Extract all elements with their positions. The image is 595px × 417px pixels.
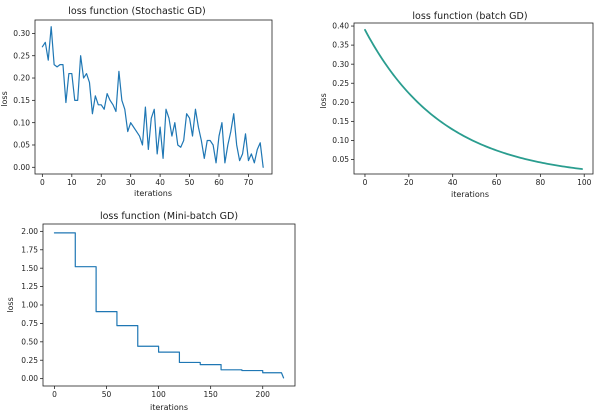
sgd-x-tick-label: 30 bbox=[126, 178, 136, 187]
sgd-x-tick-label: 60 bbox=[214, 178, 224, 187]
batch-x-tick-label: 100 bbox=[577, 178, 592, 187]
sgd-x-tick-label: 0 bbox=[40, 178, 45, 187]
batch-y-tick-label: 0.20 bbox=[332, 98, 349, 107]
batch-y-tick-label: 0.35 bbox=[332, 41, 349, 50]
sgd-x-tick-label: 20 bbox=[96, 178, 106, 187]
minibatch-title: loss function (Mini-batch GD) bbox=[100, 211, 238, 222]
minibatch-y-ticks: 0.00 0.25 0.50 0.75 1.00 1.25 1.50 1.75 2.00 bbox=[21, 227, 43, 383]
batch-x-label: iterations bbox=[451, 190, 489, 199]
minibatch-plot-frame bbox=[42, 223, 296, 387]
batch-chart: loss function (batch GD) 0 20 40 60 80 100 0.… bbox=[319, 11, 594, 199]
minibatch-y-tick-label: 1.75 bbox=[21, 245, 38, 254]
batch-y-label: loss bbox=[319, 93, 328, 108]
sgd-y-tick-label: 0.05 bbox=[13, 141, 30, 150]
batch-plot-frame bbox=[353, 22, 594, 175]
sgd-x-tick-label: 40 bbox=[155, 178, 165, 187]
sgd-x-ticks: 0 10 20 30 40 50 60 70 bbox=[40, 174, 253, 187]
sgd-y-tick-label: 0.00 bbox=[13, 163, 30, 172]
minibatch-x-tick-label: 200 bbox=[256, 390, 271, 399]
sgd-y-tick-label: 0.30 bbox=[13, 29, 30, 38]
sgd-x-tick-label: 70 bbox=[244, 178, 254, 187]
sgd-plot-frame bbox=[34, 19, 273, 175]
batch-y-ticks: 0.05 0.10 0.15 0.20 0.25 0.30 0.35 0.40 bbox=[332, 22, 354, 164]
batch-x-tick-label: 80 bbox=[536, 178, 546, 187]
batch-y-tick-label: 0.05 bbox=[332, 155, 349, 164]
sgd-x-label: iterations bbox=[134, 189, 172, 198]
batch-x-tick-label: 0 bbox=[363, 178, 368, 187]
sgd-x-tick-label: 10 bbox=[67, 178, 77, 187]
minibatch-x-tick-label: 50 bbox=[102, 390, 112, 399]
batch-y-tick-label: 0.10 bbox=[332, 136, 349, 145]
sgd-y-tick-label: 0.10 bbox=[13, 118, 30, 127]
sgd-loss-line bbox=[41, 26, 264, 168]
batch-title: loss function (batch GD) bbox=[412, 11, 527, 22]
sgd-chart: loss function (Stochastic GD) 0 10 20 30 40 5… bbox=[0, 6, 273, 198]
sgd-y-label: loss bbox=[0, 91, 9, 106]
batch-loss-curve bbox=[364, 28, 583, 170]
batch-x-tick-label: 40 bbox=[448, 178, 458, 187]
minibatch-y-tick-label: 1.00 bbox=[21, 301, 38, 310]
minibatch-chart: loss function (Mini-batch GD) 0 50 100 150 2… bbox=[6, 211, 296, 412]
batch-x-tick-label: 60 bbox=[492, 178, 502, 187]
sgd-y-tick-label: 0.15 bbox=[13, 96, 30, 105]
minibatch-x-ticks: 0 50 100 150 200 bbox=[52, 386, 270, 399]
minibatch-x-label: iterations bbox=[150, 403, 188, 412]
sgd-y-tick-label: 0.20 bbox=[13, 74, 30, 83]
minibatch-x-tick-label: 100 bbox=[151, 390, 166, 399]
minibatch-y-tick-label: 0.00 bbox=[21, 374, 38, 383]
minibatch-x-tick-label: 0 bbox=[52, 390, 57, 399]
minibatch-y-tick-label: 0.50 bbox=[21, 337, 38, 346]
sgd-y-tick-label: 0.25 bbox=[13, 51, 30, 60]
batch-y-tick-label: 0.40 bbox=[332, 22, 349, 31]
sgd-title: loss function (Stochastic GD) bbox=[68, 6, 205, 17]
sgd-y-ticks: 0.00 0.05 0.10 0.15 0.20 0.25 0.30 bbox=[13, 29, 35, 172]
batch-y-tick-label: 0.30 bbox=[332, 60, 349, 69]
minibatch-y-tick-label: 1.50 bbox=[21, 264, 38, 273]
sgd-x-tick-label: 50 bbox=[185, 178, 195, 187]
minibatch-y-label: loss bbox=[6, 297, 15, 312]
batch-x-ticks: 0 20 40 60 80 100 bbox=[363, 174, 592, 187]
minibatch-y-tick-label: 0.25 bbox=[21, 356, 38, 365]
minibatch-loss-steps bbox=[53, 232, 285, 379]
batch-y-tick-label: 0.15 bbox=[332, 117, 349, 126]
minibatch-y-tick-label: 0.75 bbox=[21, 319, 38, 328]
minibatch-y-tick-label: 2.00 bbox=[21, 227, 38, 236]
minibatch-y-tick-label: 1.25 bbox=[21, 282, 38, 291]
minibatch-x-tick-label: 150 bbox=[203, 390, 218, 399]
batch-y-tick-label: 0.25 bbox=[332, 79, 349, 88]
batch-x-tick-label: 20 bbox=[404, 178, 414, 187]
